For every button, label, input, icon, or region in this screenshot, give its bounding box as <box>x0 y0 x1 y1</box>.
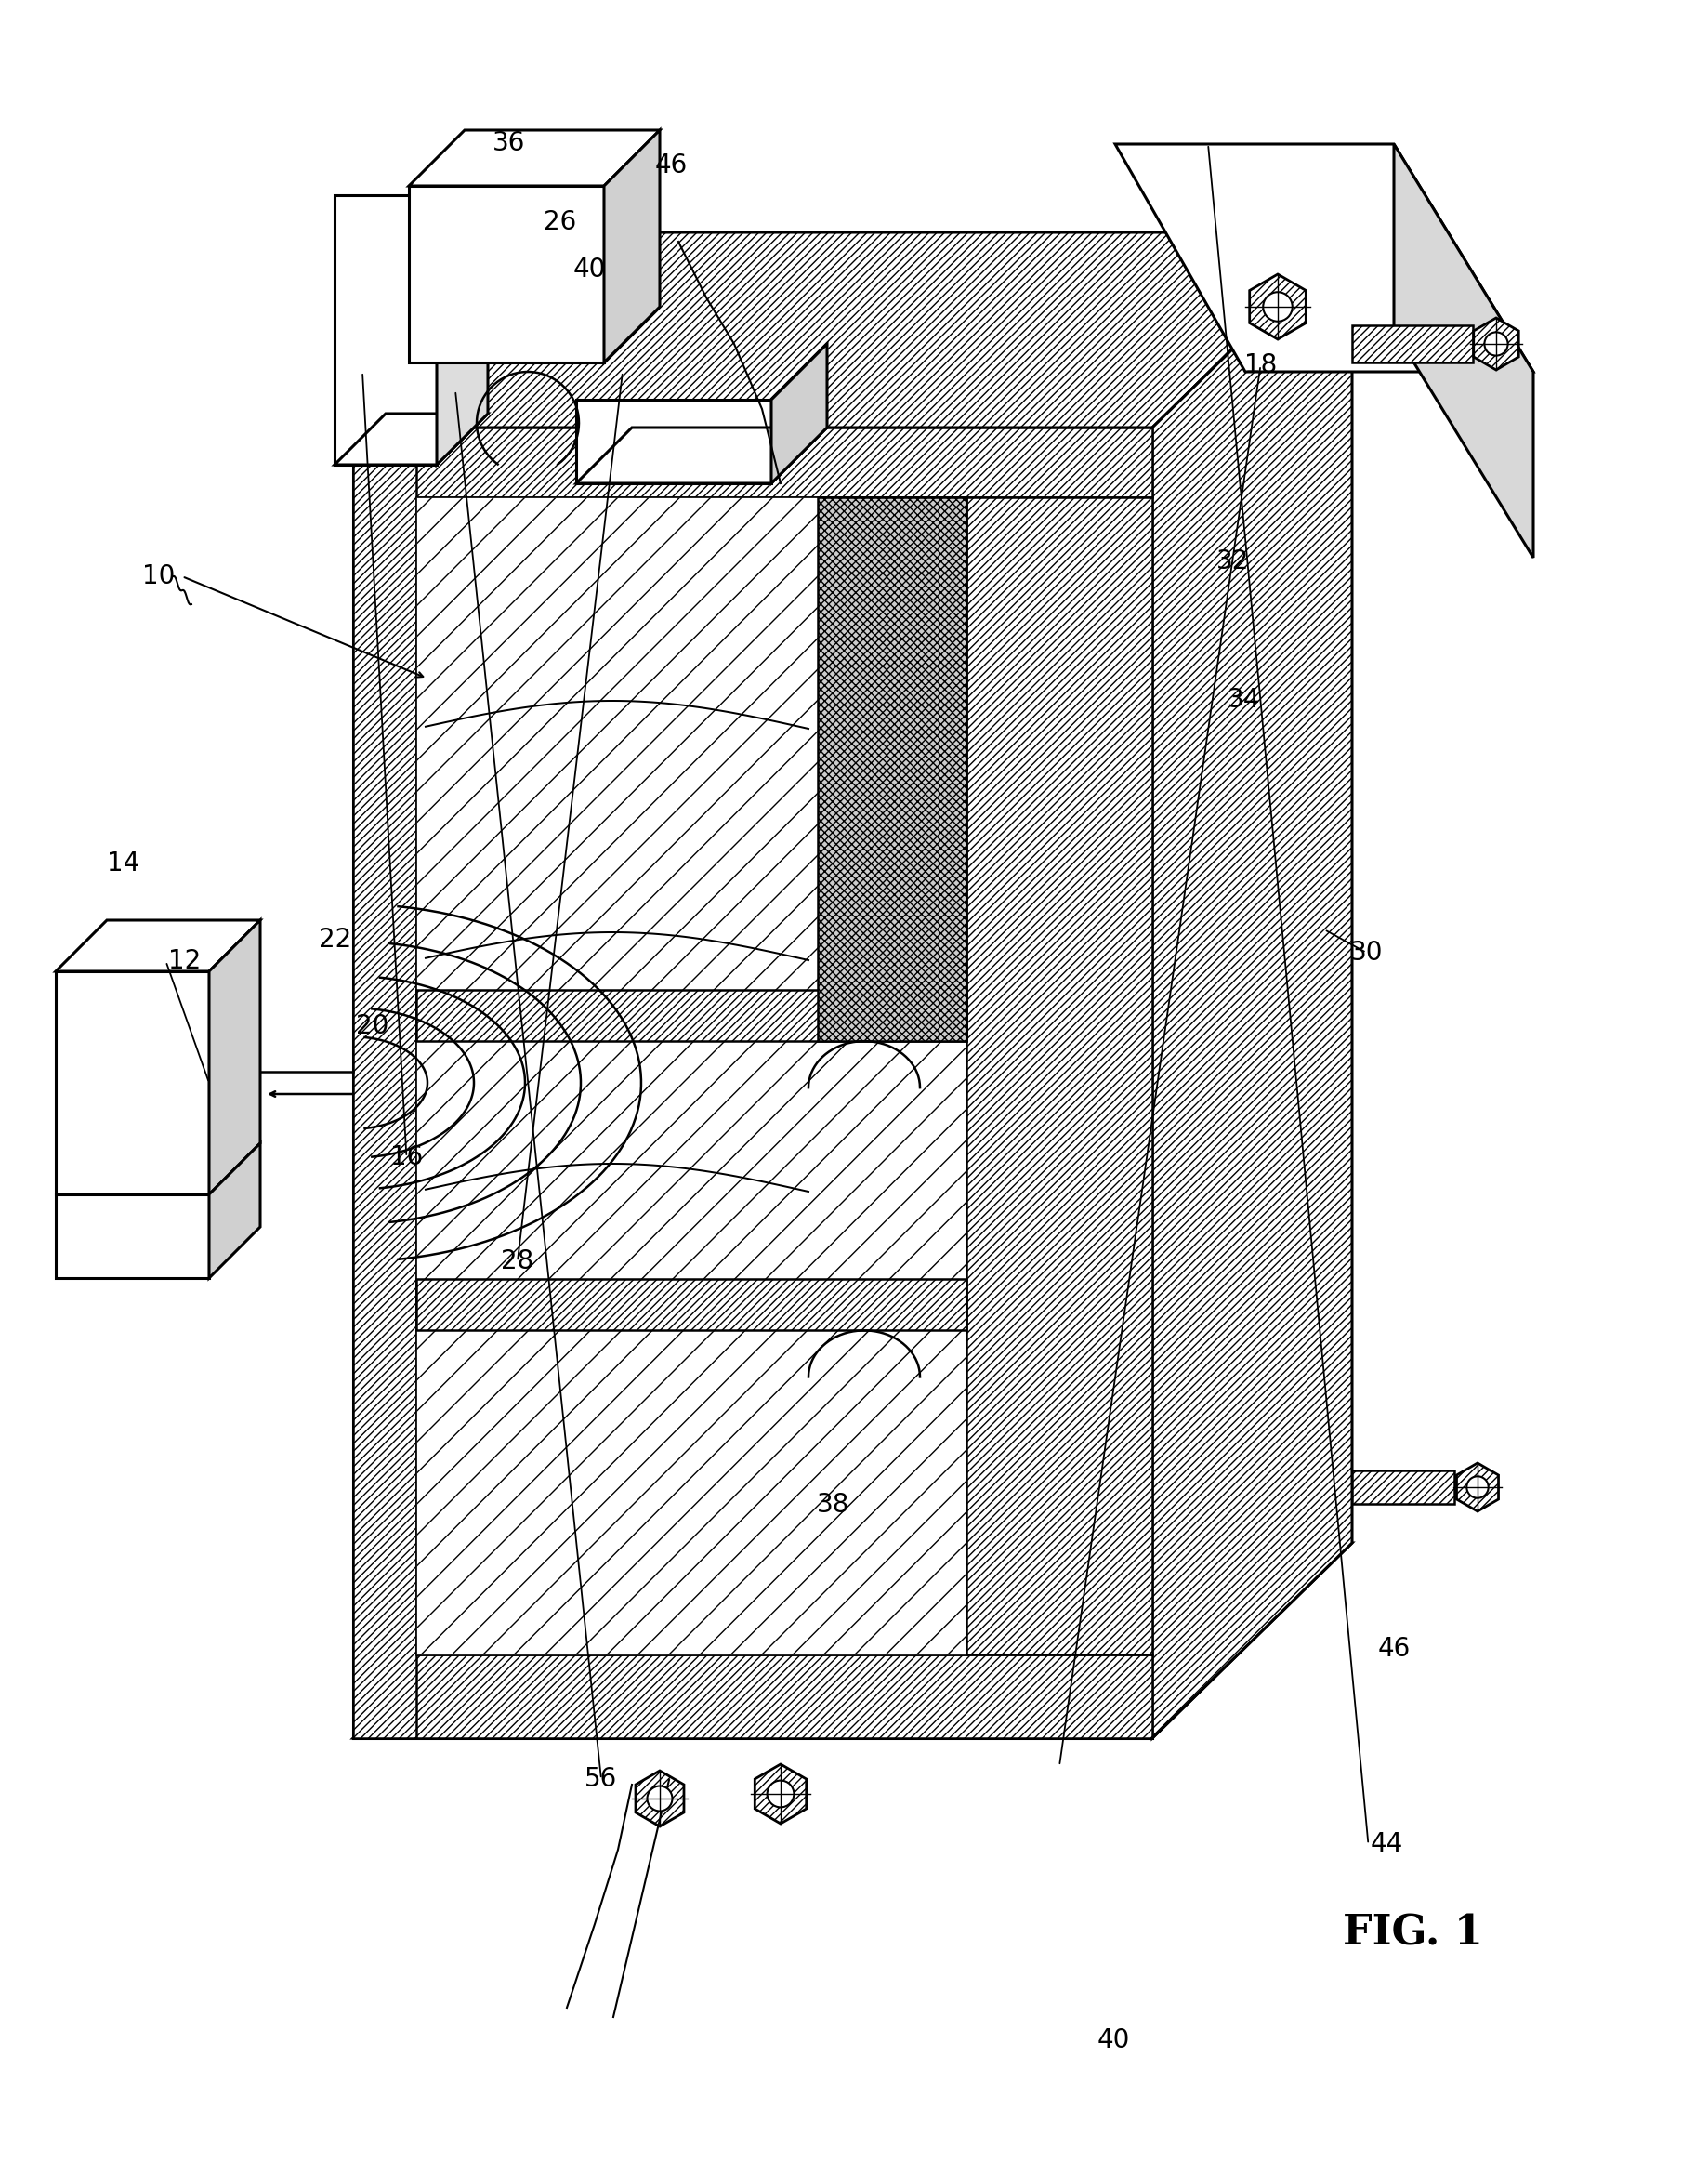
Polygon shape <box>1394 144 1534 557</box>
Polygon shape <box>1457 1464 1498 1512</box>
Polygon shape <box>1353 1470 1454 1503</box>
Circle shape <box>1264 291 1293 322</box>
Polygon shape <box>1153 233 1353 1738</box>
Text: 12: 12 <box>167 948 202 974</box>
Polygon shape <box>56 1194 208 1279</box>
Polygon shape <box>1115 144 1534 372</box>
Text: 16: 16 <box>389 1144 424 1170</box>
Polygon shape <box>408 185 605 363</box>
Polygon shape <box>56 920 260 972</box>
Polygon shape <box>417 1279 967 1331</box>
Text: 32: 32 <box>1216 548 1250 574</box>
Polygon shape <box>354 1655 1153 1738</box>
Text: 22: 22 <box>318 927 352 953</box>
Text: 38: 38 <box>816 1492 851 1518</box>
Circle shape <box>767 1781 794 1807</box>
Circle shape <box>647 1786 673 1812</box>
Polygon shape <box>208 920 260 1194</box>
Text: 40: 40 <box>572 257 606 283</box>
Polygon shape <box>354 428 1153 498</box>
Polygon shape <box>335 196 437 465</box>
Text: 18: 18 <box>1243 352 1278 378</box>
Circle shape <box>1467 1477 1488 1499</box>
Circle shape <box>1484 333 1508 357</box>
Polygon shape <box>967 498 1153 1655</box>
Polygon shape <box>354 233 1353 428</box>
Polygon shape <box>635 1770 683 1827</box>
Polygon shape <box>818 498 967 1042</box>
Text: 46: 46 <box>654 152 688 178</box>
Polygon shape <box>354 428 1153 1738</box>
Text: 44: 44 <box>1370 1831 1404 1857</box>
Text: 34: 34 <box>1226 687 1261 713</box>
Text: 26: 26 <box>543 209 577 235</box>
Polygon shape <box>576 400 772 483</box>
Text: 10: 10 <box>142 563 176 589</box>
Polygon shape <box>354 428 417 1738</box>
Polygon shape <box>1250 274 1307 339</box>
Polygon shape <box>335 413 488 465</box>
Text: FIG. 1: FIG. 1 <box>1342 1914 1483 1953</box>
Polygon shape <box>755 1764 806 1823</box>
Polygon shape <box>437 144 488 465</box>
Text: 20: 20 <box>355 1014 389 1040</box>
Text: 30: 30 <box>1349 940 1383 966</box>
Polygon shape <box>605 130 659 363</box>
Polygon shape <box>417 498 967 1655</box>
Polygon shape <box>208 1144 260 1279</box>
Text: 36: 36 <box>492 130 526 157</box>
Polygon shape <box>576 428 827 483</box>
Polygon shape <box>56 972 208 1194</box>
Polygon shape <box>1353 326 1472 363</box>
Polygon shape <box>354 1542 1353 1738</box>
Text: 28: 28 <box>500 1248 535 1275</box>
Text: 46: 46 <box>1377 1636 1411 1662</box>
Text: 40: 40 <box>1097 2027 1131 2053</box>
Text: 14: 14 <box>106 850 140 877</box>
Polygon shape <box>417 498 967 1655</box>
Polygon shape <box>772 344 827 483</box>
Polygon shape <box>417 990 967 1042</box>
Polygon shape <box>408 130 659 185</box>
Polygon shape <box>1474 318 1518 370</box>
Text: 56: 56 <box>584 1766 618 1792</box>
